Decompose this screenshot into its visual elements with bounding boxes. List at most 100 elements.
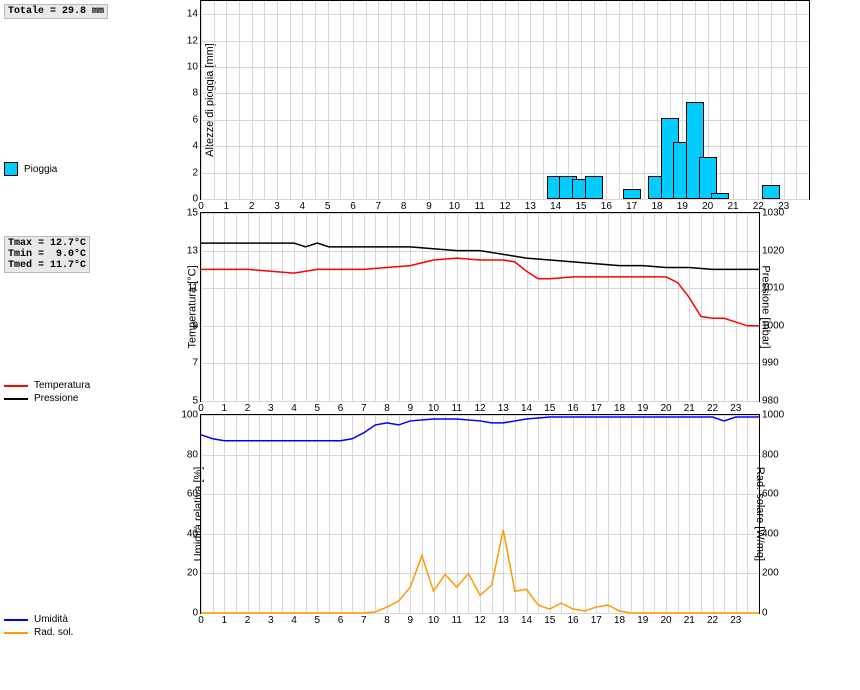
- legend-item-umidita: Umidità: [4, 614, 73, 625]
- charts-column: Altezze di pioggia [mm] 0123456789101112…: [150, 0, 860, 626]
- y-tick-left: 14: [187, 9, 198, 20]
- chart1-stats: Totale = 29.8 mm: [4, 4, 108, 19]
- x-tick: 7: [361, 403, 367, 414]
- umidita-label: Umidità: [34, 614, 68, 625]
- dashboard: Totale = 29.8 mm Pioggia Tmax = 12.7°C T…: [0, 0, 860, 626]
- y-tick-left: 40: [187, 528, 198, 539]
- x-tick: 15: [544, 403, 555, 414]
- x-tick: 9: [407, 615, 413, 626]
- y-tick-right: 1000: [762, 320, 784, 331]
- humidity-rad-chart: Umidità relativa [%] Rad. solare [W/mq] …: [150, 414, 830, 614]
- y-tick-right: 1030: [762, 208, 784, 219]
- pressione-label: Pressione: [34, 393, 78, 404]
- x-tick: 16: [567, 403, 578, 414]
- x-tick: 14: [550, 201, 561, 212]
- x-tick: 10: [428, 615, 439, 626]
- x-tick: 17: [591, 403, 602, 414]
- series-svg: [201, 415, 759, 613]
- umidita-swatch: [4, 619, 28, 621]
- x-tick: 17: [591, 615, 602, 626]
- legend-item-radsol: Rad. sol.: [4, 627, 73, 638]
- y-tick-left: 8: [192, 88, 198, 99]
- y-tick-right: 980: [762, 396, 779, 407]
- temp-stats-label: Tmax = 12.7°C Tmin = 9.0°C Tmed = 11.7°C: [4, 236, 90, 273]
- x-tick: 8: [384, 403, 390, 414]
- chart3-legend: Umidità Rad. sol.: [4, 612, 73, 640]
- x-tick: 19: [677, 201, 688, 212]
- humidity-plot-area: Umidità relativa [%] Rad. solare [W/mq] …: [200, 414, 760, 614]
- x-tick: 12: [499, 201, 510, 212]
- x-tick: 15: [544, 615, 555, 626]
- x-tick: 22: [707, 615, 718, 626]
- rain-bar: [585, 176, 603, 199]
- x-tick: 17: [626, 201, 637, 212]
- y-tick-left: 0: [192, 608, 198, 619]
- temp-y-axis-label: Temperatura [°C]: [187, 265, 199, 348]
- y-tick-right: 0: [762, 608, 768, 619]
- x-tick: 3: [274, 201, 280, 212]
- x-tick: 18: [614, 403, 625, 414]
- radsol-swatch: [4, 632, 28, 634]
- temperatura-label: Temperatura: [34, 380, 90, 391]
- x-tick: 0: [198, 403, 204, 414]
- y-tick-left: 20: [187, 568, 198, 579]
- y-tick-right: 990: [762, 358, 779, 369]
- x-tick: 11: [452, 403, 462, 414]
- y-tick-right: 1020: [762, 245, 784, 256]
- x-tick: 4: [300, 201, 306, 212]
- x-tick: 6: [338, 615, 344, 626]
- rain-chart: Altezze di pioggia [mm] 0123456789101112…: [150, 0, 830, 200]
- x-tick: 23: [730, 403, 741, 414]
- temp-plot-area: Temperatura [°C] Pressione [mbar] 012345…: [200, 212, 760, 402]
- x-tick: 6: [338, 403, 344, 414]
- pioggia-swatch: [4, 162, 18, 176]
- x-tick: 18: [614, 615, 625, 626]
- temperatura-swatch: [4, 385, 28, 387]
- rain-plot-area: Altezze di pioggia [mm] 0123456789101112…: [200, 0, 810, 200]
- y-tick-right: 400: [762, 528, 779, 539]
- x-tick: 11: [474, 201, 484, 212]
- y-tick-right: 1010: [762, 283, 784, 294]
- y-tick-left: 9: [192, 320, 198, 331]
- x-tick: 0: [198, 201, 204, 212]
- x-tick: 21: [684, 615, 695, 626]
- x-tick: 7: [361, 615, 367, 626]
- x-tick: 10: [428, 403, 439, 414]
- series-umidità: [201, 417, 759, 441]
- y-tick-left: 6: [192, 114, 198, 125]
- x-tick: 15: [575, 201, 586, 212]
- x-tick: 5: [314, 615, 320, 626]
- chart1-legend: Pioggia: [4, 160, 57, 178]
- x-tick: 8: [401, 201, 407, 212]
- series-pressione: [201, 243, 759, 269]
- x-tick: 19: [637, 615, 648, 626]
- x-tick: 11: [452, 615, 462, 626]
- x-tick: 7: [376, 201, 382, 212]
- x-tick: 2: [245, 615, 251, 626]
- x-tick: 20: [660, 615, 671, 626]
- y-tick-left: 100: [181, 410, 198, 421]
- x-tick: 9: [426, 201, 432, 212]
- x-tick: 13: [498, 615, 509, 626]
- x-tick: 14: [521, 403, 532, 414]
- x-tick: 13: [498, 403, 509, 414]
- x-tick: 12: [474, 615, 485, 626]
- x-tick: 3: [268, 403, 274, 414]
- y-tick-left: 4: [192, 141, 198, 152]
- legend-item-pressione: Pressione: [4, 393, 90, 404]
- x-tick: 5: [325, 201, 331, 212]
- x-tick: 8: [384, 615, 390, 626]
- legend-column: Totale = 29.8 mm Pioggia Tmax = 12.7°C T…: [0, 0, 150, 626]
- x-tick: 4: [291, 403, 297, 414]
- x-tick: 4: [291, 615, 297, 626]
- x-tick: 13: [525, 201, 536, 212]
- series-temperatura: [201, 258, 759, 326]
- y-tick-right: 200: [762, 568, 779, 579]
- series-svg: [201, 213, 759, 401]
- rain-bar: [711, 193, 729, 199]
- chart2-legend: Temperatura Pressione: [4, 378, 90, 406]
- pioggia-label: Pioggia: [24, 164, 57, 175]
- y-tick-left: 0: [192, 194, 198, 205]
- y-tick-right: 1000: [762, 410, 784, 421]
- press-y-axis-label: Pressione [mbar]: [759, 265, 771, 348]
